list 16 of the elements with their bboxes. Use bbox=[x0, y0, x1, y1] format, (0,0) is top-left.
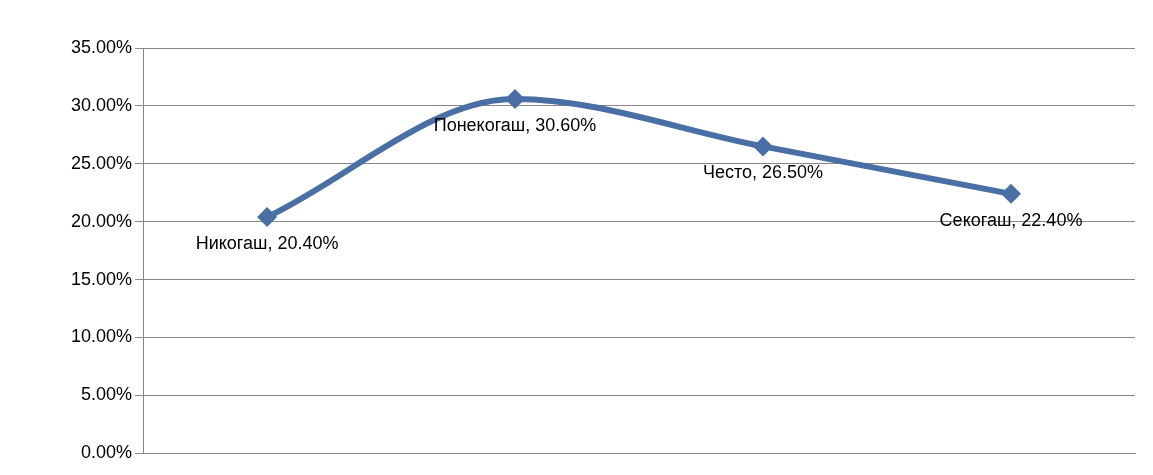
data-label: Често, 26.50% bbox=[702, 162, 824, 183]
point bbox=[505, 88, 526, 109]
y-tick-label: 0.00% bbox=[81, 442, 133, 463]
data-label: Секогаш, 22.40% bbox=[939, 209, 1083, 230]
point bbox=[753, 136, 774, 157]
point bbox=[257, 207, 278, 228]
y-tick-label: 15.00% bbox=[70, 268, 133, 289]
y-tick-label: 30.00% bbox=[70, 94, 133, 115]
y-tick-label: 5.00% bbox=[81, 384, 133, 405]
data-label: Никогаш, 20.40% bbox=[195, 233, 339, 253]
y-tick-label: 20.00% bbox=[70, 210, 133, 231]
point bbox=[1001, 183, 1022, 204]
y-tick-label: 35.00% bbox=[70, 36, 133, 57]
y-tick-label: 25.00% bbox=[70, 152, 133, 173]
data-label: Понекогаш, 30.60% bbox=[433, 114, 597, 135]
y-tick-label: 10.00% bbox=[70, 326, 133, 347]
